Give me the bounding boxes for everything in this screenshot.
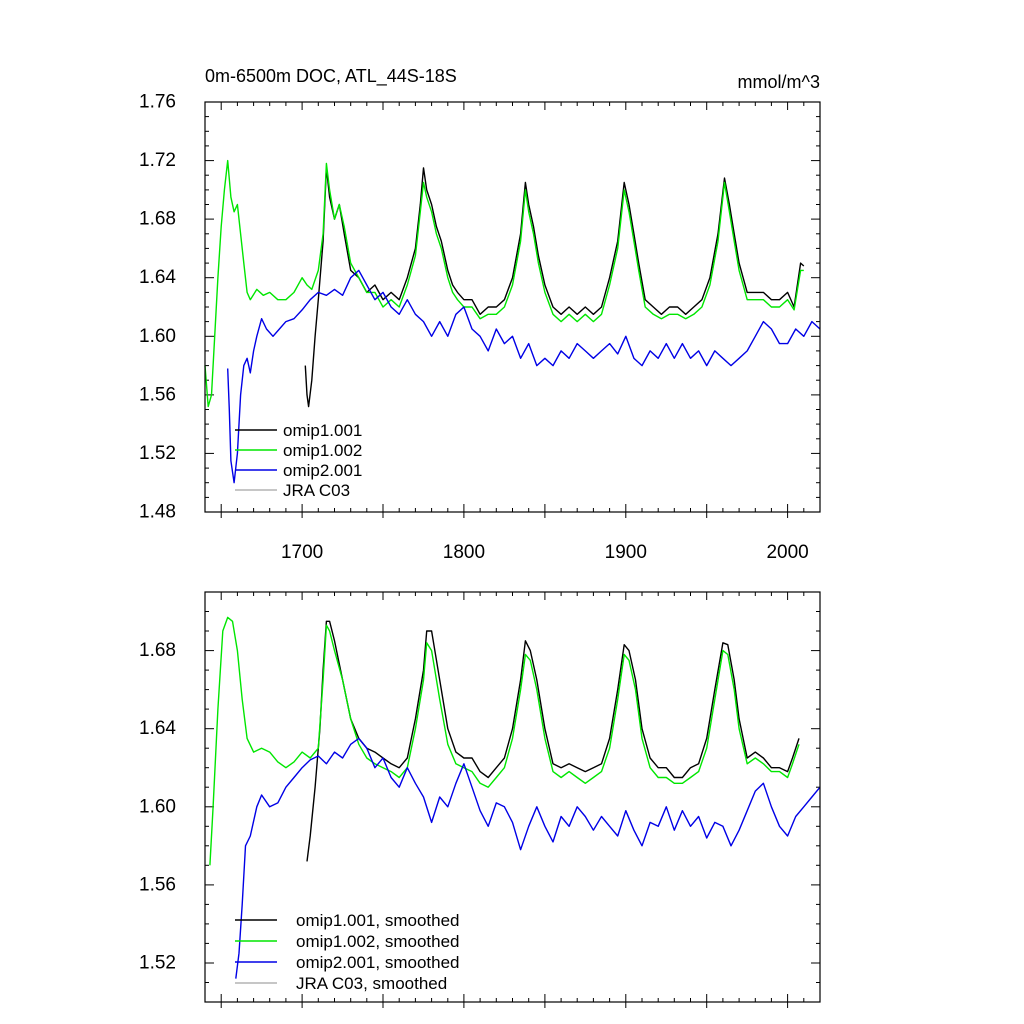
y-tick-label: 1.64 — [139, 718, 176, 739]
legend-label: JRA C03, smoothed — [296, 974, 447, 993]
units-label: mmol/m^3 — [738, 72, 820, 92]
series-line-omip1-002-smoothed — [209, 616, 800, 866]
y-tick-label: 1.76 — [139, 92, 176, 113]
series-line-omip2-001-smoothed — [235, 737, 821, 979]
y-tick-label: 1.48 — [139, 502, 176, 523]
y-tick-labels: 1.48 1.52 1.56 1.60 1.64 1.68 1.72 1.76 — [139, 92, 176, 523]
y-tick-label: 1.68 — [139, 209, 176, 230]
legend-label: omip1.002, smoothed — [296, 932, 460, 951]
y-tick-label: 1.60 — [139, 326, 176, 347]
legend-label: omip1.001 — [283, 421, 362, 440]
legend-label: omip2.001 — [283, 461, 362, 480]
bottom-panel: 1.52 1.56 1.60 1.64 1.68 omip1.001, smoo… — [139, 591, 821, 1008]
x-axis-ticks — [204, 102, 821, 518]
y-tick-label: 1.56 — [139, 384, 176, 405]
y-tick-label: 1.52 — [139, 953, 176, 974]
legend-label: omip2.001, smoothed — [296, 953, 460, 972]
x-tick-label: 1700 — [281, 542, 323, 563]
y-tick-label: 1.68 — [139, 640, 176, 661]
series-layer — [209, 616, 821, 979]
legend-label: omip1.002 — [283, 441, 362, 460]
series-line-omip2-001 — [227, 269, 821, 484]
x-tick-label: 2000 — [766, 542, 808, 563]
legend: omip1.001 omip1.002 omip2.001 JRA C03 — [235, 421, 362, 500]
series-line-omip1-001 — [304, 167, 805, 408]
legend-label: JRA C03 — [283, 481, 350, 500]
plot-frame — [204, 101, 821, 513]
top-panel: 0m-6500m DOC, ATL_44S-18S mmol/m^3 1700 … — [139, 66, 821, 563]
y-tick-labels: 1.52 1.56 1.60 1.64 1.68 — [139, 640, 176, 973]
legend: omip1.001, smoothed omip1.002, smoothed … — [235, 911, 460, 993]
y-tick-label: 1.60 — [139, 796, 176, 817]
y-tick-label: 1.56 — [139, 874, 176, 895]
x-tick-label: 1800 — [443, 542, 485, 563]
x-tick-label: 1900 — [605, 542, 647, 563]
series-line-omip1-002 — [204, 159, 804, 408]
x-tick-labels: 1700 1800 1900 2000 — [281, 542, 809, 563]
series-line-omip1-001-smoothed — [306, 620, 800, 862]
chart-title: 0m-6500m DOC, ATL_44S-18S — [205, 66, 457, 87]
y-tick-label: 1.64 — [139, 267, 176, 288]
legend-label: omip1.001, smoothed — [296, 911, 460, 930]
x-axis-ticks — [204, 592, 821, 1008]
plot-frame — [204, 591, 821, 1003]
y-tick-label: 1.72 — [139, 150, 176, 171]
series-layer — [204, 159, 821, 484]
y-tick-label: 1.52 — [139, 443, 176, 464]
